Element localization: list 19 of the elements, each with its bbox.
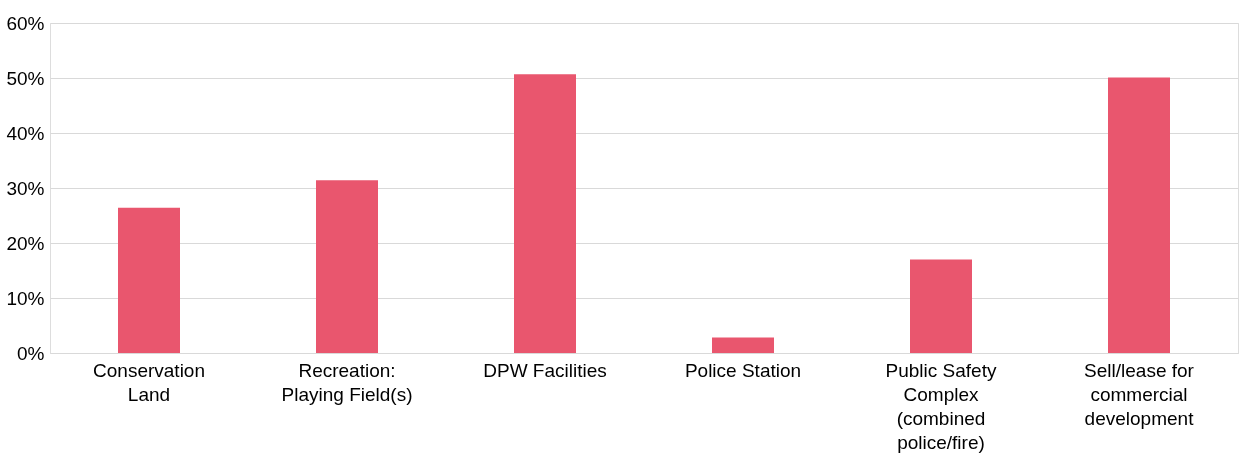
bar bbox=[910, 259, 972, 353]
y-tick-label: 20% bbox=[6, 232, 45, 254]
bar bbox=[118, 207, 180, 353]
y-tick-label: 60% bbox=[6, 12, 45, 34]
y-tick-label: 30% bbox=[6, 177, 45, 199]
x-tick-label: Conservation Land bbox=[93, 359, 205, 405]
bar bbox=[712, 337, 774, 353]
y-tick-label: 50% bbox=[6, 67, 45, 89]
bar bbox=[1108, 77, 1170, 353]
x-tick-label: Police Station bbox=[684, 359, 802, 381]
y-tick-label: 0% bbox=[17, 342, 45, 364]
y-tick-label: 40% bbox=[6, 122, 45, 144]
bar bbox=[514, 74, 576, 353]
x-tick-label: Public Safety Complex (combined police/fire) bbox=[885, 359, 997, 453]
x-tick-label: DPW Facilities bbox=[483, 359, 607, 381]
bar bbox=[316, 180, 378, 353]
x-tick-label: Sell/lease for commercial development bbox=[1084, 359, 1195, 429]
y-tick-label: 10% bbox=[6, 287, 45, 309]
x-tick-label: Recreation: Playing Field(s) bbox=[281, 359, 413, 405]
